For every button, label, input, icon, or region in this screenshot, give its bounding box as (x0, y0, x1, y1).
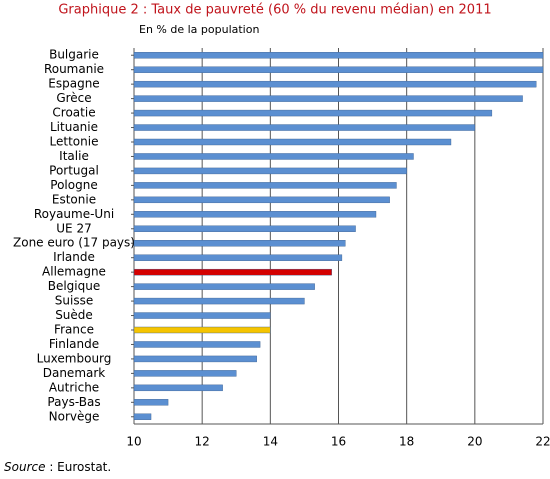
y-tick-label: Pologne (50, 178, 97, 192)
y-tick-label: UE 27 (56, 221, 91, 235)
bar (133, 124, 476, 131)
source-label: Source (4, 460, 45, 474)
y-tick-label: Zone euro (17 pays) (13, 236, 135, 250)
x-tick-label: 18 (399, 435, 414, 449)
bar (133, 80, 537, 88)
y-tick-label: Lituanie (50, 120, 98, 134)
bar (133, 326, 271, 334)
y-tick-label: Suède (55, 308, 93, 322)
y-tick-label: Danemark (43, 366, 106, 380)
source-text: : Eurostat. (49, 460, 111, 474)
y-tick-label: Bulgarie (49, 48, 99, 62)
bar (133, 153, 414, 160)
bar (133, 182, 397, 189)
y-tick-label: France (54, 323, 94, 337)
bar (133, 341, 261, 348)
bar (133, 211, 377, 218)
y-tick-label: Norvège (49, 409, 100, 423)
y-tick-label: Roumanie (44, 62, 104, 76)
bar (133, 138, 452, 146)
y-tick-label: Estonie (52, 192, 96, 206)
bar (133, 370, 237, 377)
bar (133, 52, 544, 59)
bar (133, 66, 544, 73)
bar (133, 109, 493, 117)
bar (133, 196, 390, 204)
chart-title: Graphique 2 : Taux de pauvreté (60 % du … (58, 3, 491, 18)
bar (133, 95, 523, 102)
y-tick-label: Royaume-Uni (34, 207, 114, 221)
y-tick-label: Espagne (48, 77, 99, 91)
y-tick-label: Lettonie (50, 135, 99, 149)
y-tick-label: Suisse (55, 294, 93, 308)
y-tick-label: Italie (59, 149, 89, 163)
y-tick-label: Belgique (48, 279, 101, 293)
x-tick-label: 14 (263, 435, 278, 449)
bar (133, 254, 343, 261)
y-tick-label: Autriche (49, 380, 99, 394)
bar (133, 355, 257, 363)
y-tick-label: Portugal (49, 163, 99, 177)
bar (133, 240, 346, 247)
chart-subtitle: En % de la population (139, 23, 259, 36)
bar (133, 283, 315, 290)
x-tick-label: 12 (195, 435, 210, 449)
x-tick-label: 10 (126, 435, 141, 449)
y-tick-label: Allemagne (42, 265, 106, 279)
bar (133, 297, 305, 305)
bar (133, 268, 332, 276)
y-tick-label: Luxembourg (37, 351, 112, 365)
y-tick-label: Croatie (52, 106, 95, 120)
source: Source : Eurostat. (4, 460, 111, 474)
bar (133, 413, 152, 420)
bar (133, 312, 271, 319)
x-tick-label: 20 (467, 435, 482, 449)
bar (133, 399, 169, 406)
y-tick-label: Grèce (56, 91, 91, 105)
bar (133, 225, 356, 232)
y-tick-label: Finlande (49, 337, 99, 351)
y-tick-label: Pays-Bas (47, 395, 100, 409)
x-tick-label: 16 (331, 435, 346, 449)
bar (133, 167, 407, 175)
y-tick-label: Irlande (53, 250, 95, 264)
bar (133, 384, 223, 392)
x-tick-label: 22 (535, 435, 550, 449)
